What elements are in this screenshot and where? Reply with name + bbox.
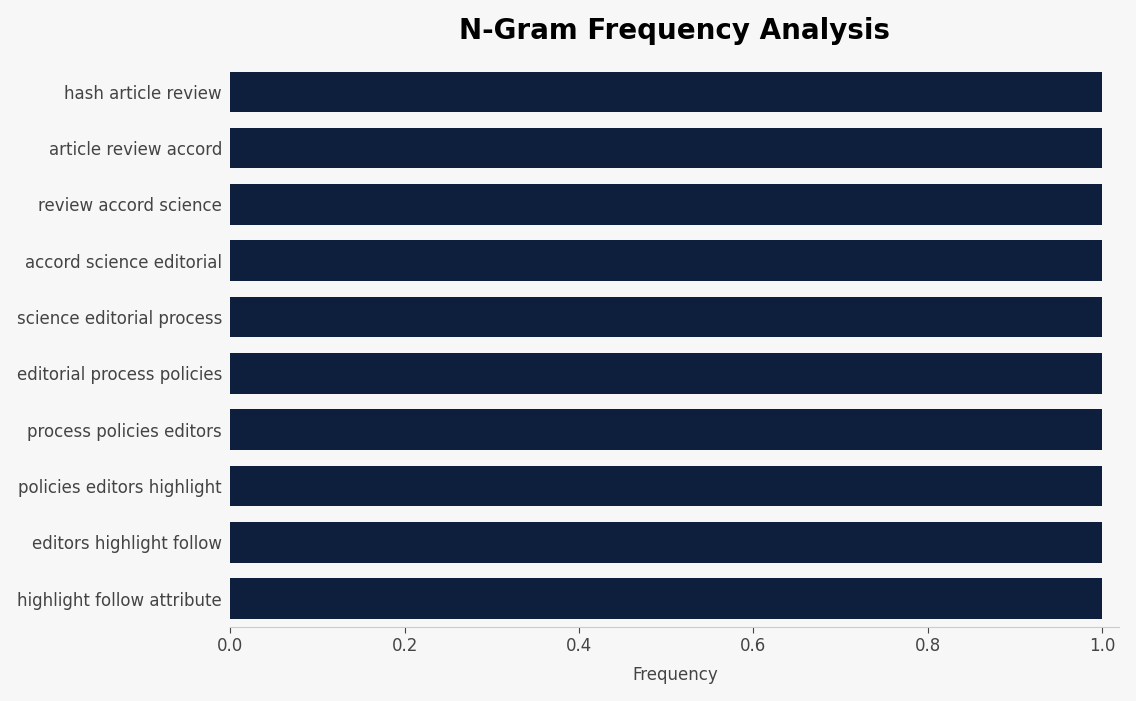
Title: N-Gram Frequency Analysis: N-Gram Frequency Analysis xyxy=(459,17,891,45)
Bar xyxy=(231,522,1102,563)
Bar xyxy=(231,409,1102,450)
Bar xyxy=(231,297,1102,337)
Bar xyxy=(231,578,1102,619)
Bar xyxy=(231,128,1102,168)
Bar xyxy=(231,72,1102,112)
X-axis label: Frequency: Frequency xyxy=(632,667,718,684)
Bar xyxy=(231,184,1102,225)
Bar xyxy=(231,240,1102,281)
Bar xyxy=(231,353,1102,394)
Bar xyxy=(231,465,1102,506)
